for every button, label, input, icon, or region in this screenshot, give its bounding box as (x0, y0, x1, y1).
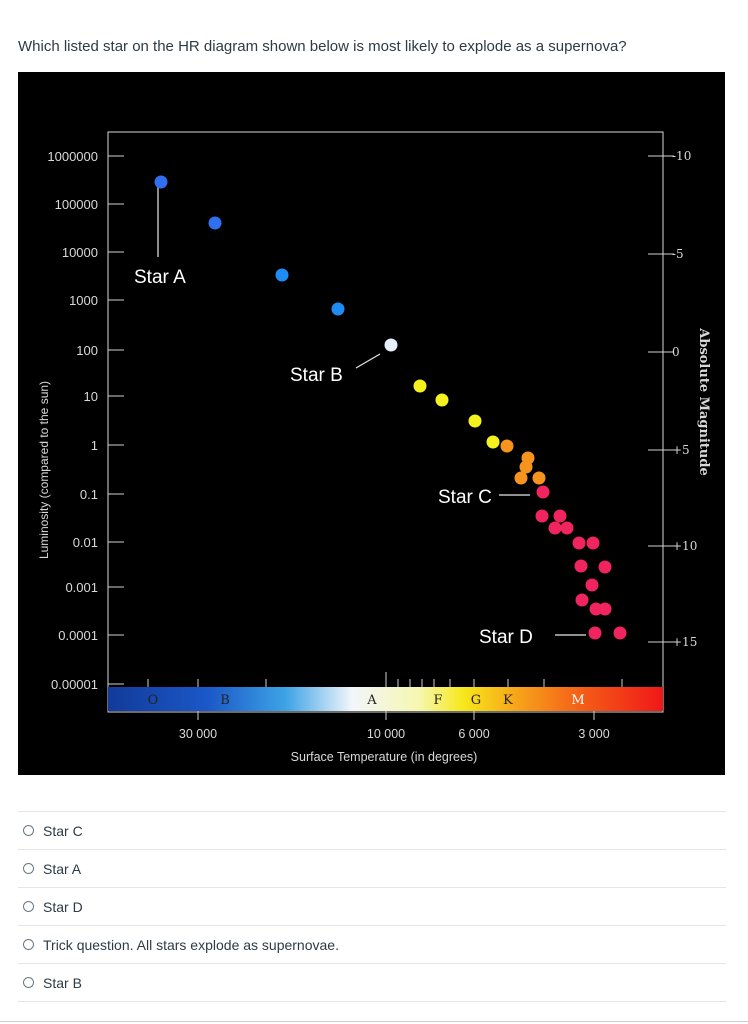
answer-label: Star C (43, 822, 83, 839)
magnitude-tick-label: +15 (672, 635, 697, 649)
red-star-dot (575, 593, 589, 607)
temperature-tick-label: 3 000 (578, 727, 609, 741)
red-star-dot (553, 509, 567, 523)
luminosity-tick-label: 0.0001 (58, 628, 98, 643)
answer-option-star-c[interactable]: Star C (18, 811, 726, 849)
radio-button[interactable] (23, 939, 34, 950)
answer-label: Star B (43, 974, 82, 991)
orange-star-dot (514, 471, 528, 485)
magnitude-tick-label: +10 (672, 539, 697, 553)
red-star-dot (588, 626, 602, 640)
temperature-tick-label: 30 000 (179, 727, 217, 741)
spectral-color-bar (108, 687, 663, 711)
red-star-dot (548, 521, 562, 535)
spectral-class-k: K (503, 693, 513, 708)
spectral-class-a: A (366, 693, 377, 708)
star-d-label: Star D (479, 627, 533, 648)
temperature-tick-marks (147, 672, 623, 720)
orange-star-dot (532, 471, 546, 485)
yellow-star-dot (413, 379, 427, 393)
answer-option-trick-question[interactable]: Trick question. All stars explode as sup… (18, 925, 726, 963)
orange-star-dot (500, 439, 514, 453)
red-star-dot (535, 509, 549, 523)
yellow-star-dot (486, 435, 500, 449)
red-star-dot (598, 602, 612, 616)
temperature-tick-label: 10 000 (367, 727, 405, 741)
luminosity-tick-label: 100 (76, 343, 98, 358)
label-pointer-lines (157, 187, 586, 636)
red-star-dot (572, 536, 586, 550)
light-blue-star-dot (275, 268, 289, 282)
red-star-dot (560, 521, 574, 535)
luminosity-tick-label: 100000 (55, 197, 98, 212)
orange-star-dot (519, 460, 533, 474)
spectral-class-o: O (148, 693, 159, 708)
red-star-dot (589, 602, 603, 616)
y-axis-label: Luminosity (compared to the sun) (37, 381, 51, 559)
red-star-dot (585, 578, 599, 592)
red-star-dot (574, 559, 588, 573)
light-blue-star-dot (331, 302, 345, 316)
spectral-class-f: F (433, 693, 442, 708)
spectral-class-b: B (220, 693, 230, 708)
magnitude-tick-label: -5 (672, 247, 684, 261)
spectral-class-g: G (471, 693, 481, 708)
yellow-star-dot (435, 393, 449, 407)
x-axis-label: Surface Temperature (in degrees) (291, 750, 478, 764)
luminosity-tick-label: 0.00001 (51, 677, 98, 692)
luminosity-tick-label: 1000000 (47, 149, 98, 164)
star-a-label: Star A (134, 267, 186, 288)
answer-label: Star D (43, 898, 83, 915)
answer-label: Trick question. All stars explode as sup… (43, 936, 339, 953)
blue-star-dot (208, 216, 222, 230)
luminosity-tick-label: 1000 (69, 293, 98, 308)
red-star-dot (613, 626, 627, 640)
luminosity-tick-label: 0.01 (73, 535, 98, 550)
radio-button[interactable] (23, 825, 34, 836)
magnitude-tick-label: -10 (672, 149, 691, 163)
answer-option-star-b[interactable]: Star B (18, 963, 726, 1002)
star-c-label: Star C (438, 487, 492, 508)
answer-option-star-d[interactable]: Star D (18, 887, 726, 925)
luminosity-tick-label: 10000 (62, 245, 98, 260)
plot-frame (107, 131, 664, 713)
luminosity-tick-label: 10 (84, 389, 98, 404)
hr-diagram: O B A F G K M (18, 72, 725, 775)
red-star-dot (536, 485, 550, 499)
right-axis-label: Absolute Magnitude (696, 327, 711, 475)
temperature-tick-label: 6 000 (458, 727, 489, 741)
white-star-dot (384, 338, 398, 352)
page-divider (0, 1021, 748, 1022)
radio-button[interactable] (23, 863, 34, 874)
yellow-star-dot (468, 414, 482, 428)
answer-option-star-a[interactable]: Star A (18, 849, 726, 887)
luminosity-tick-label: 1 (91, 438, 98, 453)
star-b-label: Star B (290, 365, 343, 386)
answer-label: Star A (43, 860, 82, 877)
magnitude-tick-label: +5 (672, 443, 690, 457)
red-star-dot (598, 560, 612, 574)
spectral-class-m: M (571, 693, 584, 708)
radio-button[interactable] (23, 977, 34, 988)
luminosity-tick-label: 0.001 (65, 580, 98, 595)
radio-button[interactable] (23, 901, 34, 912)
magnitude-tick-label: 0 (672, 345, 680, 359)
blue-star-dot (154, 175, 168, 189)
question-text: Which listed star on the HR diagram show… (18, 38, 627, 55)
luminosity-tick-label: 0.1 (80, 487, 98, 502)
red-star-dot (586, 536, 600, 550)
answer-list: Star C Star A Star D Trick question. All… (18, 811, 726, 1002)
